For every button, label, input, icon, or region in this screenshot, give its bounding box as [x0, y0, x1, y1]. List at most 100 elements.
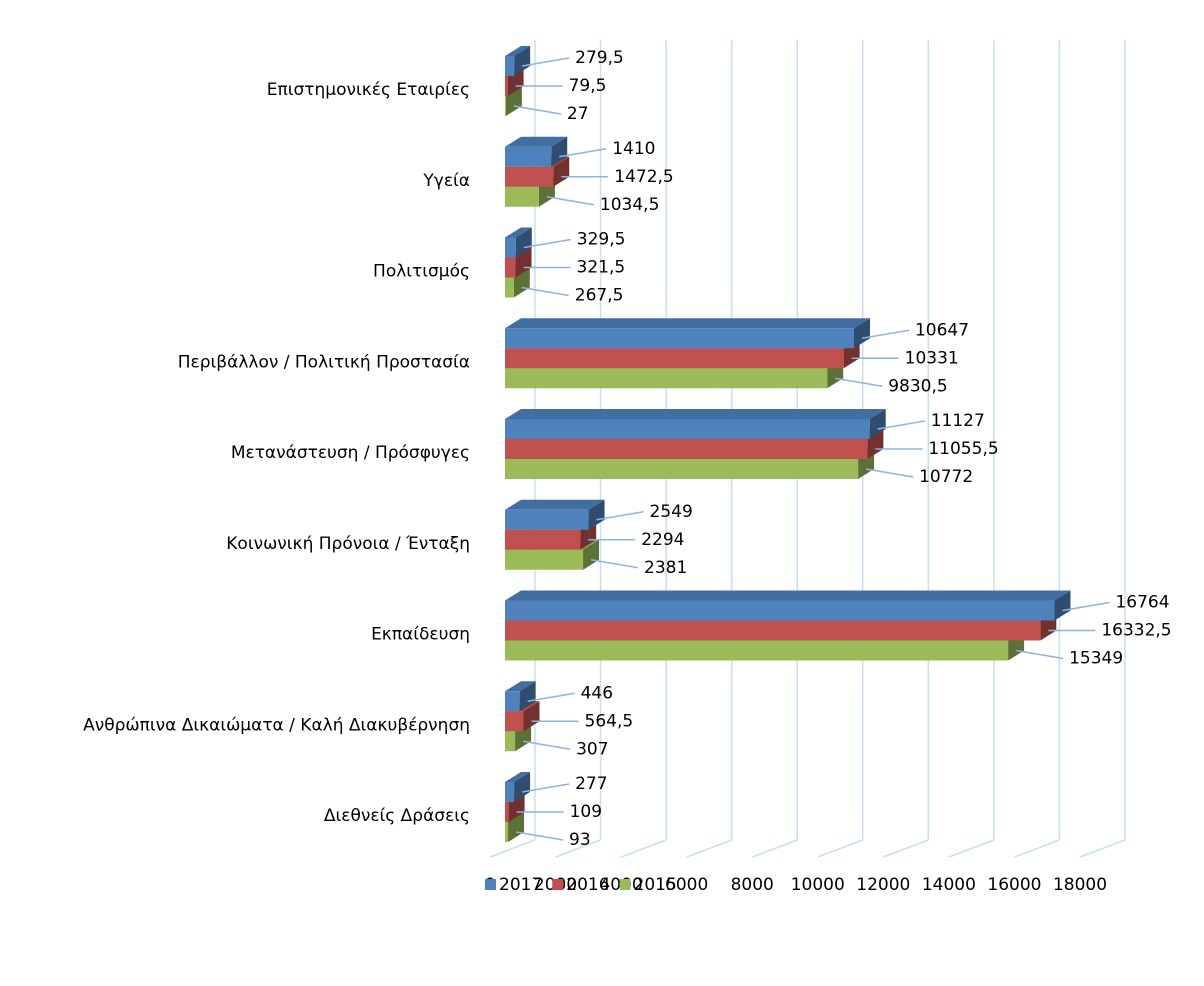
bar — [505, 237, 516, 258]
bar-top — [505, 499, 605, 510]
data-label: 15349 — [1069, 649, 1123, 669]
data-label: 10647 — [915, 320, 969, 340]
grid-line — [948, 839, 995, 858]
category-label: Ανθρώπινα Δικαιώματα / Καλή Διακυβέρνηση — [83, 715, 470, 735]
data-label: 307 — [576, 739, 608, 759]
bar — [505, 328, 854, 349]
bar — [505, 822, 509, 842]
bar — [505, 731, 516, 752]
data-label: 446 — [581, 683, 613, 703]
bar — [505, 640, 1009, 661]
bar — [505, 439, 868, 459]
grid-line — [883, 839, 929, 858]
bar-top — [505, 46, 531, 56]
data-label: 16764 — [1115, 593, 1169, 613]
bar — [505, 368, 828, 389]
leader-line — [590, 559, 639, 569]
bar — [505, 166, 554, 187]
bar-top — [505, 681, 536, 692]
data-label: 9830,5 — [888, 376, 947, 396]
x-tick-label: 10000 — [791, 875, 845, 895]
bar — [505, 782, 515, 802]
grid-line — [686, 839, 732, 858]
bar-top — [505, 590, 1071, 601]
bar-top — [505, 772, 531, 782]
leader-line — [546, 196, 595, 206]
bar-side — [514, 46, 531, 76]
category-label: Κοινωνική Πρόνοια / Ένταξη — [226, 534, 470, 554]
data-label: 321,5 — [577, 258, 626, 278]
leader-line — [521, 286, 569, 297]
data-label: 329,5 — [577, 230, 626, 250]
data-label: 16332,5 — [1101, 621, 1171, 641]
bar — [505, 76, 508, 96]
data-label: 10772 — [919, 467, 973, 487]
bar — [505, 711, 524, 732]
data-label: 1410 — [612, 139, 655, 159]
leader-line — [527, 692, 575, 702]
bar-side — [515, 227, 532, 258]
category-label: Επιστημονικές Εταιρίες — [267, 80, 470, 100]
x-tick-label: 6000 — [665, 875, 708, 895]
data-label: 1034,5 — [600, 195, 659, 215]
grid-line — [489, 839, 536, 858]
data-label: 79,5 — [569, 76, 607, 96]
grid-line — [620, 839, 667, 858]
bar — [505, 459, 859, 479]
grid-line — [1079, 839, 1126, 858]
legend-label: 2016 — [566, 875, 609, 895]
leader-line — [1015, 649, 1064, 660]
x-tick-label: 8000 — [731, 875, 774, 895]
x-tick-label: 14000 — [922, 875, 976, 895]
leader-line — [559, 148, 607, 158]
leader-line — [515, 831, 564, 841]
data-label: 109 — [570, 802, 602, 822]
data-label: 93 — [569, 830, 591, 850]
data-label: 277 — [575, 774, 607, 794]
bar-side — [853, 318, 870, 349]
data-label: 11127 — [931, 411, 985, 431]
category-label: Περιβάλλον / Πολιτική Προστασία — [178, 352, 470, 372]
leader-line — [861, 329, 910, 339]
leader-line — [513, 105, 562, 115]
legend-label: 2015 — [634, 875, 677, 895]
grid-line — [817, 839, 864, 858]
bar-side — [588, 499, 605, 530]
data-label: 564,5 — [585, 711, 634, 731]
bar-side — [514, 772, 531, 802]
legend-swatch — [485, 879, 496, 890]
grid-line — [751, 839, 798, 858]
leader-line — [877, 420, 925, 430]
category-label: Εκπαίδευση — [371, 625, 470, 645]
bar — [505, 419, 870, 439]
x-tick-label: 12000 — [856, 875, 910, 895]
bar-top — [505, 318, 870, 329]
bar — [505, 96, 506, 116]
bar-side — [553, 156, 570, 187]
data-label: 2294 — [641, 530, 684, 550]
data-label: 2549 — [650, 502, 693, 522]
bar — [505, 802, 509, 822]
bar — [505, 600, 1055, 621]
data-label: 267,5 — [575, 286, 624, 306]
bar-side — [1054, 590, 1071, 621]
bar-side — [869, 409, 886, 439]
bar-side — [551, 136, 568, 167]
bar — [505, 257, 516, 278]
data-label: 279,5 — [575, 48, 624, 68]
leader-line — [521, 783, 570, 793]
bar — [505, 549, 584, 570]
grid-line — [1014, 839, 1060, 858]
bar — [505, 509, 589, 530]
bar — [505, 529, 581, 550]
bar — [505, 620, 1041, 641]
x-tick-label: 18000 — [1053, 875, 1107, 895]
leader-line — [523, 238, 571, 249]
bar-side — [519, 681, 536, 712]
bar-side — [508, 792, 525, 822]
grid-line — [555, 839, 601, 858]
data-label: 2381 — [644, 558, 687, 578]
leader-line — [596, 511, 644, 521]
bar — [505, 348, 844, 369]
